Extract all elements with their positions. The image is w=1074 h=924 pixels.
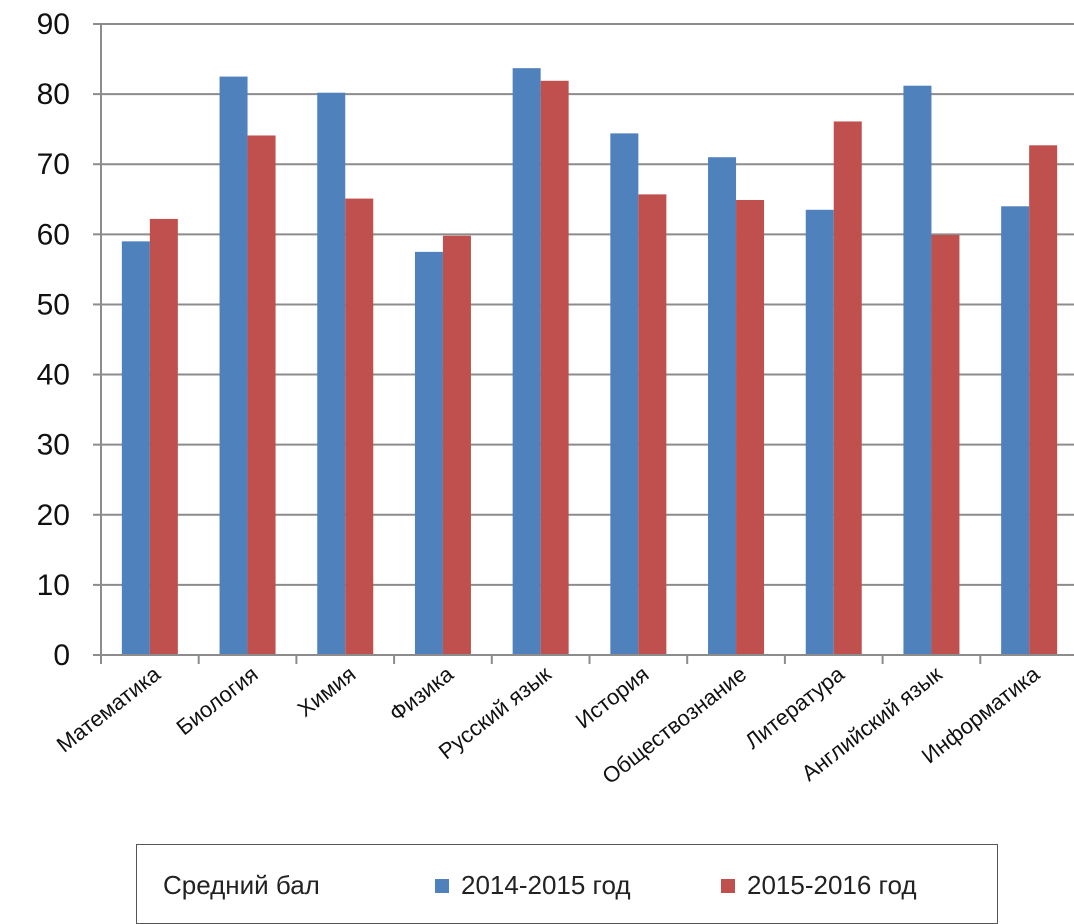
bar-series-2-4 <box>442 235 471 656</box>
bar-series-2-8 <box>833 121 862 655</box>
y-tick-label-70: 70 <box>37 148 70 181</box>
bar-series-2-10 <box>1029 145 1058 655</box>
bar-series-1-4 <box>414 251 443 655</box>
y-tick-label-40: 40 <box>37 359 70 392</box>
axes <box>93 23 1074 664</box>
y-tick-label-0: 0 <box>53 639 70 672</box>
bar-series-2-6 <box>638 194 667 655</box>
bar-series-1-5 <box>512 68 541 656</box>
y-tick-label-30: 30 <box>37 429 70 462</box>
bar-series-1-9 <box>903 85 932 656</box>
bar-series-1-2 <box>219 76 248 656</box>
y-tick-label-60: 60 <box>37 218 70 251</box>
y-tick-label-80: 80 <box>37 78 70 111</box>
legend: Средний бал 2014-2015 год 2015-2016 год <box>136 844 998 924</box>
legend-title: Средний бал <box>163 870 320 900</box>
x-tick-label-4: Физика <box>385 661 459 727</box>
bars <box>121 68 1058 656</box>
bar-series-2-3 <box>345 198 374 655</box>
bar-series-1-8 <box>805 209 834 656</box>
bar-series-2-2 <box>247 135 276 655</box>
bar-series-2-7 <box>736 199 765 655</box>
legend-label-series-2: 2015-2016 год <box>747 870 917 900</box>
x-tick-label-2: Биология <box>172 661 263 740</box>
legend-swatch-series-1 <box>435 878 449 893</box>
x-tick-label-6: История <box>571 661 654 733</box>
legend-swatch-series-2 <box>721 878 735 893</box>
legend-item-series-1: 2014-2015 год <box>435 870 631 901</box>
bar-series-1-6 <box>610 133 639 655</box>
y-tick-label-20: 20 <box>37 499 70 532</box>
x-tick-label-3: Химия <box>293 661 361 722</box>
bar-series-2-1 <box>149 218 178 656</box>
legend-item-series-2: 2015-2016 год <box>721 870 917 901</box>
bar-series-2-9 <box>931 235 960 656</box>
y-tick-labels: 0 10 20 30 40 50 60 70 80 90 <box>37 8 70 672</box>
x-tick-label-1: Математика <box>52 661 166 757</box>
y-tick-label-10: 10 <box>37 569 70 602</box>
bar-series-1-3 <box>317 92 346 656</box>
bar-series-1-1 <box>121 241 150 655</box>
y-tick-label-90: 90 <box>37 8 70 41</box>
bar-series-1-10 <box>1001 206 1030 656</box>
legend-label-series-1: 2014-2015 год <box>461 870 631 900</box>
bar-series-1-7 <box>708 157 737 655</box>
y-tick-label-50: 50 <box>37 288 70 321</box>
bar-series-2-5 <box>540 80 569 656</box>
